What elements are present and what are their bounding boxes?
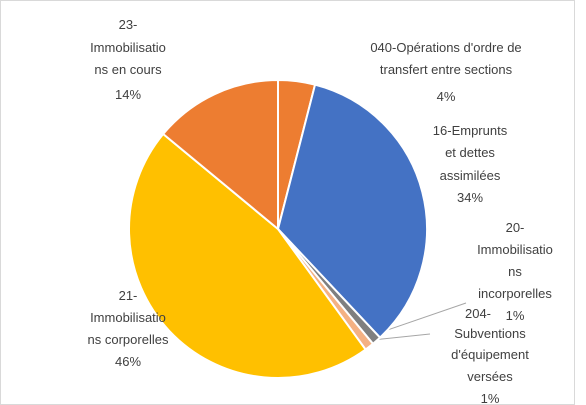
slice-label: 040-Opérations d'ordre de xyxy=(370,40,521,55)
pie-slice xyxy=(276,83,428,340)
value-label: 14% xyxy=(115,87,141,102)
leader-line xyxy=(371,333,431,341)
slice-label: et dettes xyxy=(445,145,495,160)
slice-label: Immobilisatio xyxy=(90,40,166,55)
slice-label: assimilées xyxy=(440,168,501,183)
pie-slice xyxy=(128,132,367,379)
slice-label: incorporelles xyxy=(478,286,552,301)
slice-label: ns xyxy=(508,264,522,279)
value-label: 1% xyxy=(506,308,525,323)
slice-label: ns corporelles xyxy=(88,332,169,347)
slice-label: 21- xyxy=(119,288,138,303)
slice-label: Immobilisatio xyxy=(90,310,166,325)
slice-label: 16-Emprunts xyxy=(433,123,508,138)
slice-label: 23- xyxy=(119,17,138,32)
pie-slice xyxy=(161,78,279,232)
slice-label: 20- xyxy=(506,220,525,235)
slice-label: ns en cours xyxy=(94,62,162,77)
value-label: 1% xyxy=(481,391,500,405)
value-label: 34% xyxy=(457,190,483,205)
slice-label: Immobilisatio xyxy=(477,242,553,257)
slice-label: d'équipement xyxy=(451,347,529,362)
slice-label: Subventions xyxy=(454,326,526,341)
slice-label: transfert entre sections xyxy=(380,62,513,77)
value-label: 4% xyxy=(437,89,456,104)
leader-line xyxy=(375,302,467,335)
value-label: 46% xyxy=(115,354,141,369)
slice-label: versées xyxy=(467,369,513,384)
slice-label: 204- xyxy=(465,306,491,321)
